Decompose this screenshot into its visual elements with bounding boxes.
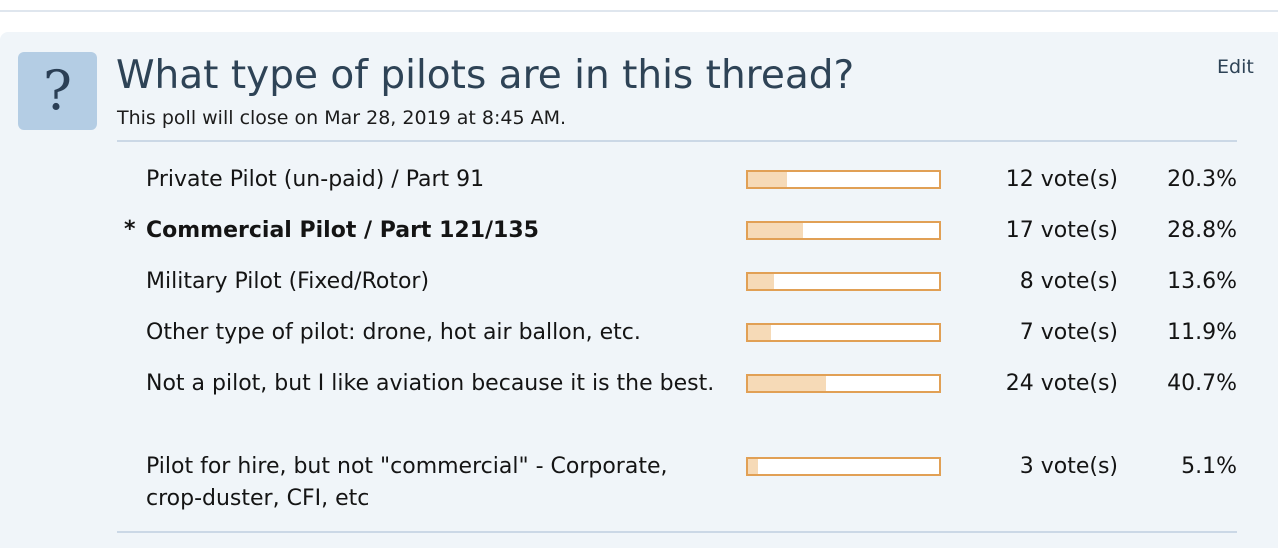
- vote-share-fill: [748, 223, 803, 238]
- vote-percent: 28.8%: [1167, 218, 1237, 243]
- poll-divider-bottom: [117, 531, 1237, 533]
- vote-share-bar: [746, 170, 941, 189]
- vote-percent: 40.7%: [1167, 371, 1237, 396]
- header-divider: [0, 10, 1278, 12]
- edit-link[interactable]: Edit: [1217, 56, 1254, 78]
- vote-count: 12 vote(s): [1005, 167, 1118, 192]
- poll-option-label: Private Pilot (un-paid) / Part 91: [146, 167, 485, 192]
- vote-share-bar: [746, 457, 941, 476]
- vote-count: 8 vote(s): [1019, 269, 1118, 294]
- vote-percent: 20.3%: [1167, 167, 1237, 192]
- vote-count: 7 vote(s): [1019, 320, 1118, 345]
- poll-option-label: Commercial Pilot / Part 121/135: [146, 218, 539, 243]
- vote-share-fill: [748, 376, 826, 391]
- voted-marker: *: [124, 217, 136, 242]
- vote-share-bar: [746, 272, 941, 291]
- poll-option-label: Military Pilot (Fixed/Rotor): [146, 269, 430, 294]
- vote-percent: 11.9%: [1167, 320, 1237, 345]
- vote-share-fill: [748, 325, 771, 340]
- poll-panel: [0, 32, 1278, 548]
- vote-count: 24 vote(s): [1005, 371, 1118, 396]
- poll-title: What type of pilots are in this thread?: [116, 53, 855, 98]
- poll-close-notice: This poll will close on Mar 28, 2019 at …: [117, 107, 567, 129]
- vote-count: 3 vote(s): [1019, 454, 1118, 479]
- vote-share-bar: [746, 323, 941, 342]
- vote-percent: 13.6%: [1167, 269, 1237, 294]
- vote-share-bar: [746, 221, 941, 240]
- vote-percent: 5.1%: [1181, 454, 1237, 479]
- poll-divider-top: [117, 140, 1237, 142]
- poll-option-label: Pilot for hire, but not "commercial" - C…: [146, 454, 668, 511]
- vote-share-fill: [748, 274, 774, 289]
- vote-share-bar: [746, 374, 941, 393]
- vote-share-fill: [748, 172, 787, 187]
- question-mark-icon: ?: [18, 52, 97, 130]
- poll-option-label: Not a pilot, but I like aviation because…: [146, 371, 715, 396]
- poll-option-label: Other type of pilot: drone, hot air ball…: [146, 320, 641, 345]
- vote-share-fill: [748, 459, 758, 474]
- vote-count: 17 vote(s): [1005, 218, 1118, 243]
